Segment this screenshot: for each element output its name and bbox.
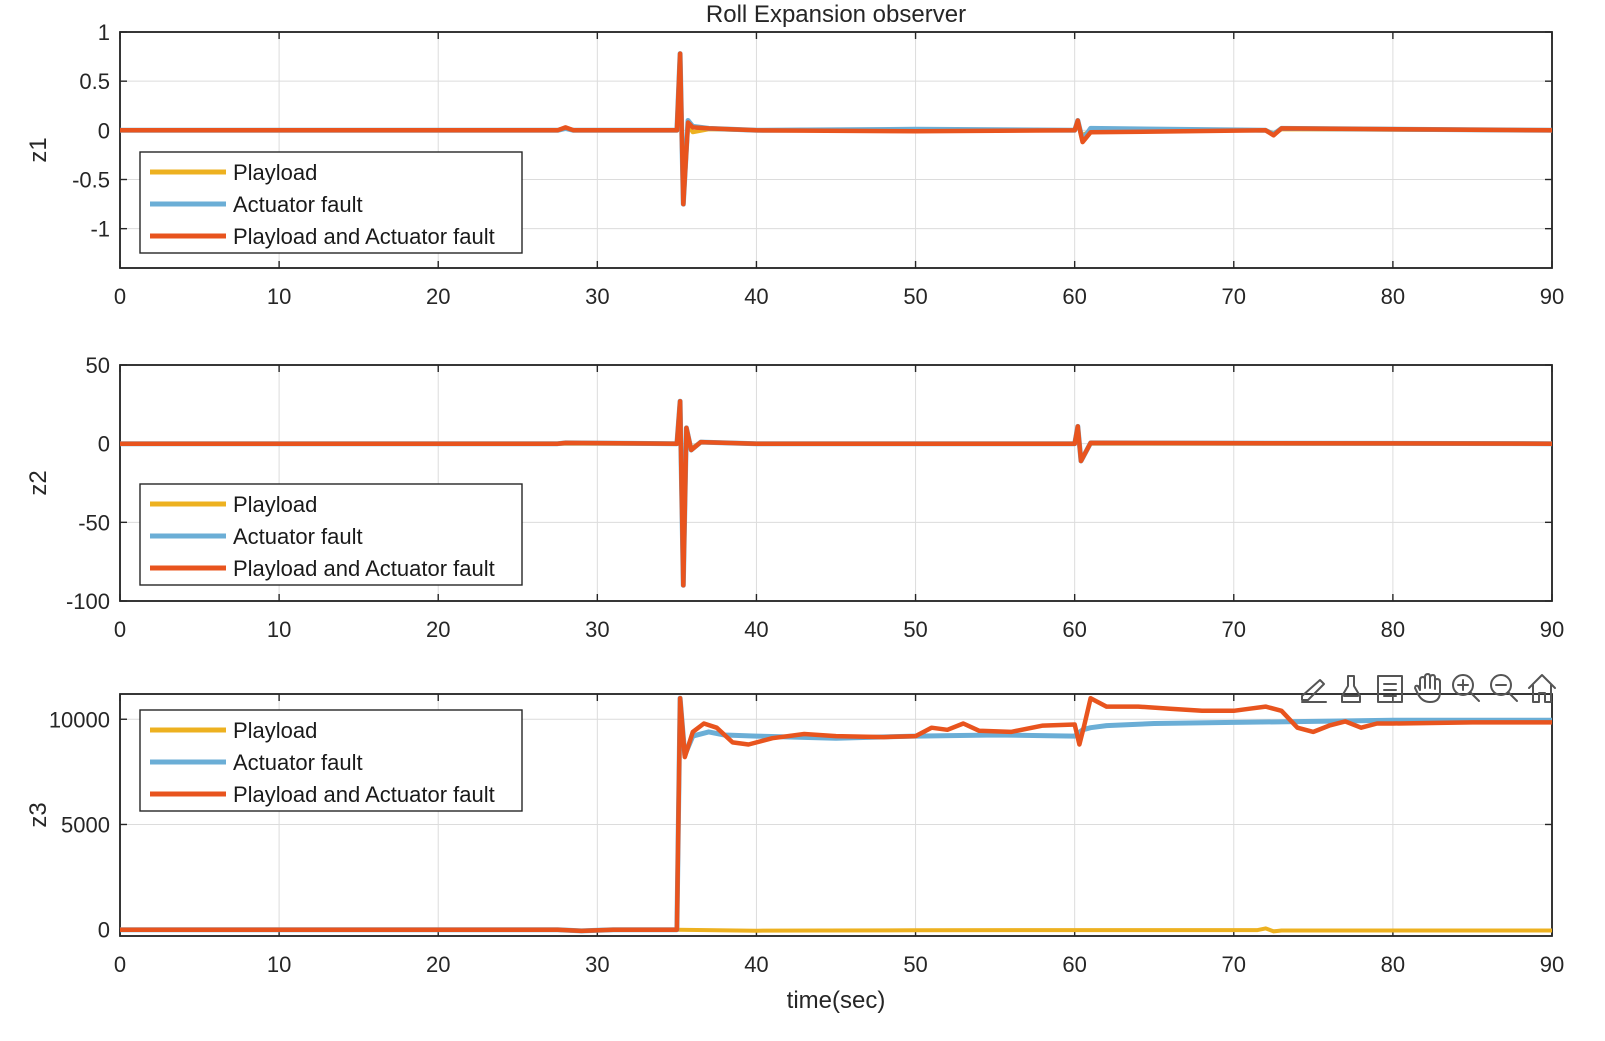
y-tick-label: -100 — [66, 589, 110, 614]
series-line-both[interactable] — [120, 398, 1552, 588]
x-tick-label: 20 — [426, 284, 450, 309]
x-tick-label: 30 — [585, 617, 609, 642]
y-tick-label: -1 — [90, 217, 110, 242]
y-axis-label: z1 — [25, 137, 52, 162]
legend-label: Playload and Actuator fault — [233, 782, 495, 807]
x-tick-label: 0 — [114, 952, 126, 977]
axes-border — [119, 31, 1553, 269]
y-axis-label: z2 — [25, 470, 52, 495]
x-tick-label: 70 — [1222, 284, 1246, 309]
legend-label: Actuator fault — [233, 750, 363, 775]
y-tick-label: -50 — [78, 510, 110, 535]
x-tick-label: 40 — [744, 952, 768, 977]
x-tick-label: 10 — [267, 952, 291, 977]
series-line-both[interactable] — [120, 695, 1552, 934]
zoom-out-icon[interactable] — [1490, 674, 1518, 702]
axes-border — [119, 364, 1553, 602]
x-tick-label: 70 — [1222, 617, 1246, 642]
legend-label: Playload and Actuator fault — [233, 556, 495, 581]
x-tick-label: 30 — [585, 284, 609, 309]
x-tick-label: 90 — [1540, 952, 1564, 977]
x-tick-label: 10 — [267, 617, 291, 642]
x-tick-label: 60 — [1062, 284, 1086, 309]
x-tick-label: 20 — [426, 952, 450, 977]
y-tick-label: 10000 — [49, 707, 110, 732]
x-tick-label: 30 — [585, 952, 609, 977]
x-axis-label: time(sec) — [787, 987, 886, 1014]
x-tick-label: 0 — [114, 617, 126, 642]
y-tick-label: 1 — [98, 20, 110, 45]
figure-title: Roll Expansion observer — [706, 1, 966, 28]
x-tick-label: 20 — [426, 617, 450, 642]
legend-label: Actuator fault — [233, 192, 363, 217]
y-tick-label: 50 — [86, 353, 110, 378]
x-tick-label: 50 — [903, 952, 927, 977]
x-tick-label: 80 — [1381, 617, 1405, 642]
data-tip-icon[interactable] — [1341, 675, 1361, 703]
y-axis-label: z3 — [25, 802, 52, 827]
x-tick-label: 50 — [903, 284, 927, 309]
x-tick-label: 80 — [1381, 284, 1405, 309]
home-icon[interactable] — [1528, 674, 1556, 703]
x-tick-label: 70 — [1222, 952, 1246, 977]
x-tick-label: 90 — [1540, 284, 1564, 309]
legend[interactable]: Playload Actuator fault Playload and Actua… — [139, 483, 523, 586]
pan-hand-icon[interactable] — [1414, 673, 1441, 703]
legend-label: Actuator fault — [233, 524, 363, 549]
series-line-both[interactable] — [120, 51, 1552, 207]
y-tick-label: -0.5 — [72, 168, 110, 193]
y-tick-label: 0 — [98, 432, 110, 457]
x-tick-label: 50 — [903, 617, 927, 642]
y-tick-label: 0.5 — [79, 69, 110, 94]
legend-label: Playload and Actuator fault — [233, 224, 495, 249]
x-tick-label: 40 — [744, 284, 768, 309]
x-tick-label: 60 — [1062, 952, 1086, 977]
x-tick-label: 90 — [1540, 617, 1564, 642]
x-tick-label: 10 — [267, 284, 291, 309]
legend-label: Playload — [233, 718, 317, 743]
x-tick-label: 40 — [744, 617, 768, 642]
x-tick-label: 0 — [114, 284, 126, 309]
x-tick-label: 60 — [1062, 617, 1086, 642]
legend-label: Playload — [233, 160, 317, 185]
axes-toolbar[interactable] — [1301, 673, 1556, 703]
axes-border — [119, 693, 1553, 937]
subplot-z1: 0 10 20 30 40 50 60 70 80 90 1 0.5 0 -0.5 -1 z1 Playload… — [25, 20, 1564, 309]
legend[interactable]: Playload Actuator fault Playload and Actua… — [139, 709, 523, 812]
y-tick-label: 0 — [98, 118, 110, 143]
y-tick-label: 5000 — [61, 812, 110, 837]
legend-label: Playload — [233, 492, 317, 517]
subplot-z3: 0 10 20 30 40 50 60 70 80 90 10000 5000 0 z3 time(sec)… — [25, 693, 1564, 1014]
legend-toggle-icon[interactable] — [1377, 675, 1403, 703]
legend[interactable]: Playload Actuator fault Playload and Actua… — [139, 151, 523, 254]
zoom-in-icon[interactable] — [1452, 674, 1480, 702]
brush-edit-icon[interactable] — [1301, 679, 1327, 703]
y-tick-label: 0 — [98, 918, 110, 943]
subplot-z2: 0 10 20 30 40 50 60 70 80 90 50 0 -50 -100 z2 Playload A… — [25, 353, 1564, 642]
x-tick-label: 80 — [1381, 952, 1405, 977]
